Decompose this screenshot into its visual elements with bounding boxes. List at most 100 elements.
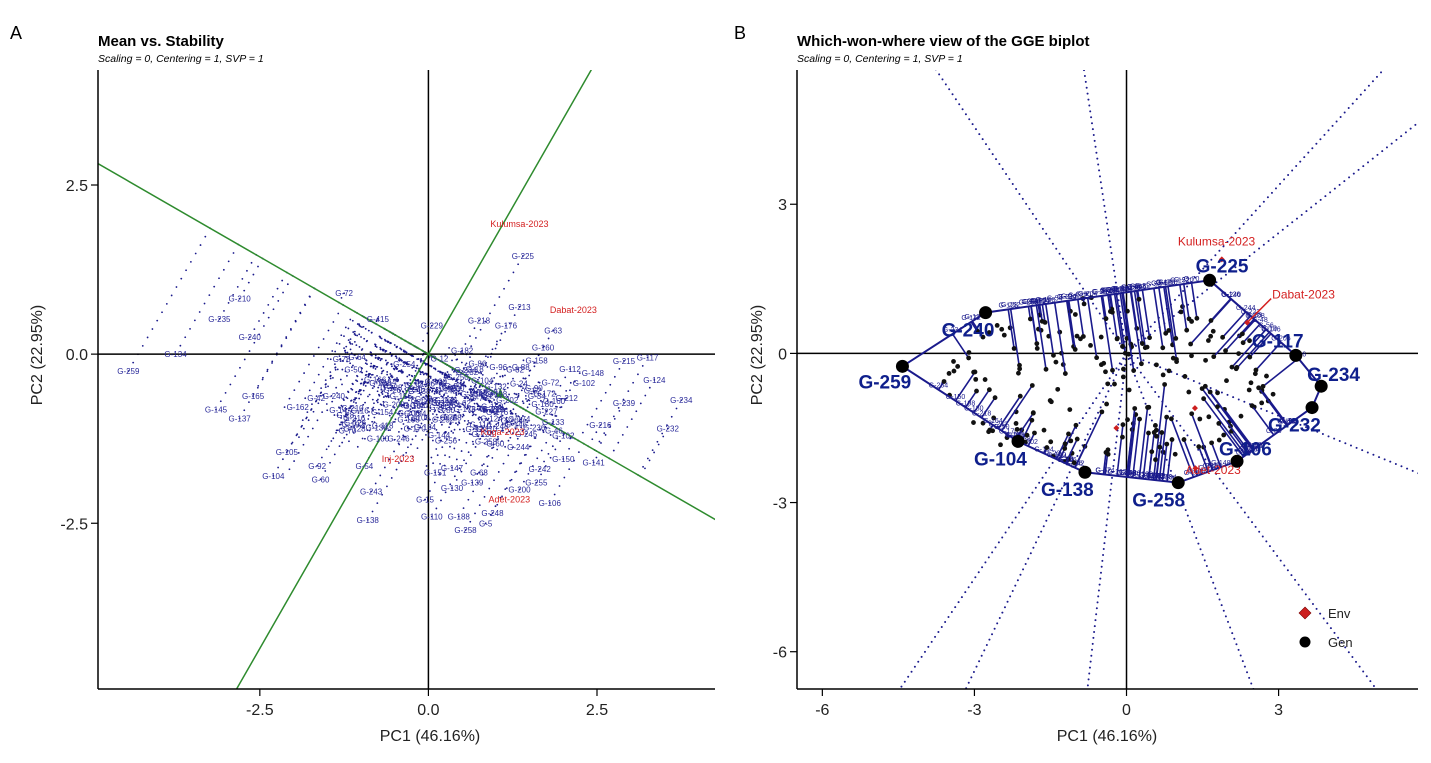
sector-ray-dot xyxy=(1254,209,1257,212)
projection-dot xyxy=(467,451,470,454)
sector-ray-dot xyxy=(1105,524,1108,527)
sector-ray-dot xyxy=(932,757,934,759)
x-tick-label: 0 xyxy=(1122,702,1131,719)
sector-ray-dot xyxy=(1201,553,1204,556)
genotype-to-edge-line xyxy=(1001,385,1033,432)
projection-dot xyxy=(349,362,352,365)
genotype-point xyxy=(1016,370,1021,376)
projection-dot xyxy=(367,418,370,420)
genotype-label: G-222 xyxy=(1241,309,1261,316)
projection-dot xyxy=(295,434,298,437)
genotype-label: G-232 xyxy=(657,425,680,434)
sector-ray-dot xyxy=(1084,80,1087,83)
projection-dot xyxy=(456,358,459,361)
projection-dot xyxy=(252,273,255,276)
genotype-point xyxy=(1098,334,1104,340)
genotype-label: G-110 xyxy=(476,425,498,434)
x-tick-label: -6 xyxy=(815,702,829,719)
sector-ray-dot xyxy=(1136,380,1139,383)
projection-dot xyxy=(402,361,405,364)
sector-ray-dot xyxy=(1253,251,1256,254)
projection-dot xyxy=(455,422,457,425)
projection-dot xyxy=(372,406,375,409)
genotype-point xyxy=(1062,441,1068,447)
projection-dot xyxy=(445,373,448,376)
projection-dot xyxy=(429,490,431,492)
sector-ray-dot xyxy=(1218,249,1221,252)
sector-ray-dot xyxy=(1363,89,1366,92)
environment-label: Adet-2023 xyxy=(489,495,531,505)
sector-ray-dot xyxy=(974,128,977,131)
sector-ray-dot xyxy=(975,665,978,668)
projection-dot xyxy=(298,436,300,439)
projection-dot xyxy=(430,515,433,518)
projection-dot xyxy=(406,426,409,429)
projection-dot xyxy=(462,382,465,385)
sector-ray-dot xyxy=(1114,447,1117,450)
sector-ray-dot xyxy=(1355,98,1358,101)
sector-ray-dot xyxy=(1294,578,1297,581)
panel-b-title: Which-won-where view of the GGE biplot xyxy=(797,33,1090,50)
legend-gen-label: Gen xyxy=(1328,635,1353,650)
projection-dot xyxy=(381,378,384,381)
sector-ray-dot xyxy=(1099,406,1102,409)
projection-dot xyxy=(375,399,378,402)
sector-ray-dot xyxy=(1220,277,1223,280)
sector-ray-dot xyxy=(1088,407,1091,410)
projection-dot xyxy=(434,378,437,381)
projection-dot xyxy=(393,368,396,371)
sector-ray-dot xyxy=(1254,525,1257,528)
sector-ray-dot xyxy=(1412,738,1414,740)
genotype-point xyxy=(1067,407,1073,413)
sector-ray-dot xyxy=(1267,240,1270,243)
sector-ray-dot xyxy=(1122,382,1125,385)
genotype-to-edge-line xyxy=(1108,294,1113,310)
projection-dot xyxy=(353,333,356,335)
projection-dot xyxy=(317,373,320,376)
vertex-genotype-point xyxy=(1078,465,1092,479)
genotype-label: G-160 xyxy=(532,343,555,352)
sector-ray-dot xyxy=(1348,176,1351,179)
projection-dot xyxy=(345,396,348,399)
sector-ray-dot xyxy=(1099,577,1102,580)
sector-ray-dot xyxy=(917,660,920,663)
sector-ray-dot xyxy=(1297,583,1300,586)
sector-ray-dot xyxy=(1197,448,1200,451)
sector-ray-dot xyxy=(1109,384,1112,387)
projection-dot xyxy=(293,460,296,462)
projection-dot xyxy=(382,396,385,398)
projection-dot xyxy=(482,364,485,366)
projection-dot xyxy=(243,409,246,412)
genotype-to-edge-line xyxy=(1261,389,1289,426)
sector-ray-dot xyxy=(1206,288,1209,291)
environment-label: Dabat-2023 xyxy=(1272,288,1335,302)
genotype-point xyxy=(1042,319,1048,325)
projection-dot xyxy=(488,421,491,424)
projection-dot xyxy=(487,356,489,359)
projection-dot xyxy=(447,395,449,398)
genotype-label: G-42 xyxy=(307,394,325,403)
projection-dot xyxy=(156,319,159,322)
projection-dot xyxy=(522,415,524,417)
projection-dot xyxy=(412,386,415,389)
sector-ray-dot xyxy=(1250,214,1253,217)
sector-ray-dot xyxy=(1094,417,1097,420)
projection-dot xyxy=(307,435,310,438)
environment-connector-line xyxy=(1246,298,1272,324)
sector-ray-dot xyxy=(1197,542,1200,545)
sector-ray-dot xyxy=(1006,600,1009,603)
genotype-point xyxy=(1238,413,1244,419)
projection-dot xyxy=(485,417,488,420)
projection-dot xyxy=(421,408,423,411)
projection-dot xyxy=(440,499,442,502)
sector-ray-dot xyxy=(1112,332,1115,335)
projection-dot xyxy=(504,330,507,333)
genotype-point xyxy=(1120,434,1125,440)
projection-dot xyxy=(470,345,473,348)
sector-ray-dot xyxy=(1144,402,1147,405)
projection-dot xyxy=(496,340,498,343)
sector-ray-dot xyxy=(1366,451,1369,454)
sector-ray-dot xyxy=(1095,151,1098,154)
sector-ray-dot xyxy=(1225,487,1228,490)
projection-dot xyxy=(466,407,468,410)
